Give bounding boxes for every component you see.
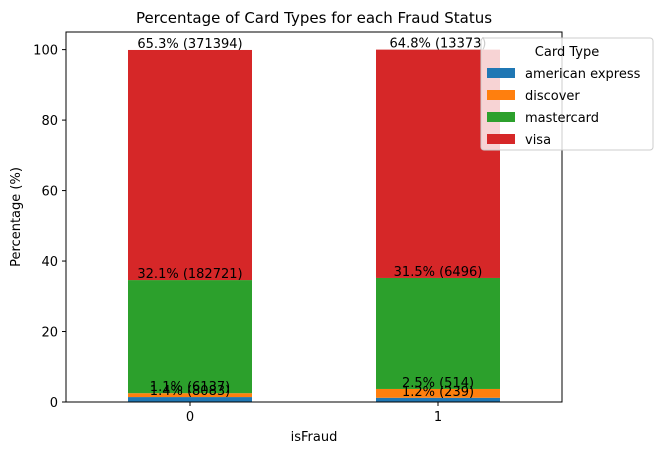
- legend-swatch: [487, 112, 515, 122]
- data-label: 64.8% (13373): [390, 37, 487, 52]
- bar-segment: [376, 49, 500, 278]
- legend-box: [480, 37, 654, 151]
- plot-area: 0 20 40 60 80 100 0 1 1.4% (8083)1.1% (6137) 32.1…: [33, 37, 500, 425]
- legend-swatch: [487, 90, 515, 100]
- bar-segment: [128, 49, 252, 281]
- x-tick-label: 1: [434, 410, 442, 425]
- y-tick-label: 0: [50, 396, 58, 411]
- y-tick-label: 80: [41, 114, 58, 129]
- data-label: 2.5% (514): [402, 376, 474, 391]
- legend-swatch: [487, 68, 515, 78]
- legend-entry: american express: [525, 67, 641, 82]
- bar-segment: [128, 280, 252, 394]
- y-tick-label: 40: [41, 255, 58, 270]
- y-tick-label: 20: [41, 326, 58, 341]
- data-label: 1.4% (8083): [150, 384, 230, 399]
- y-tick-label: 100: [33, 44, 58, 59]
- legend-entry: discover: [525, 89, 580, 104]
- legend: Card Type american express discover masterc…: [480, 37, 654, 151]
- data-label: 65.3% (371394): [137, 37, 242, 52]
- bar-segment: [376, 388, 500, 398]
- x-tick-label: 0: [186, 410, 194, 425]
- data-label: 32.1% (182721): [137, 267, 242, 282]
- bar-segment: [376, 277, 500, 389]
- x-axis-label: isFraud: [291, 430, 338, 445]
- axes-frame: [65, 31, 563, 403]
- data-label: 1.2% (239): [402, 385, 474, 400]
- legend-swatch: [487, 134, 515, 144]
- chart-title: Percentage of Card Types for each Fraud …: [136, 9, 492, 27]
- data-label: 31.5% (6496): [394, 265, 483, 280]
- legend-entry: visa: [525, 133, 551, 148]
- bar-segment: [376, 397, 500, 402]
- bar-segment: [128, 393, 252, 398]
- legend-title: Card Type: [535, 45, 599, 60]
- y-axis-label: Percentage (%): [9, 167, 24, 267]
- legend-entry: mastercard: [525, 111, 599, 126]
- y-tick-label: 60: [41, 185, 58, 200]
- bar-segment: [128, 397, 252, 402]
- data-label: 1.1% (6137): [150, 380, 230, 395]
